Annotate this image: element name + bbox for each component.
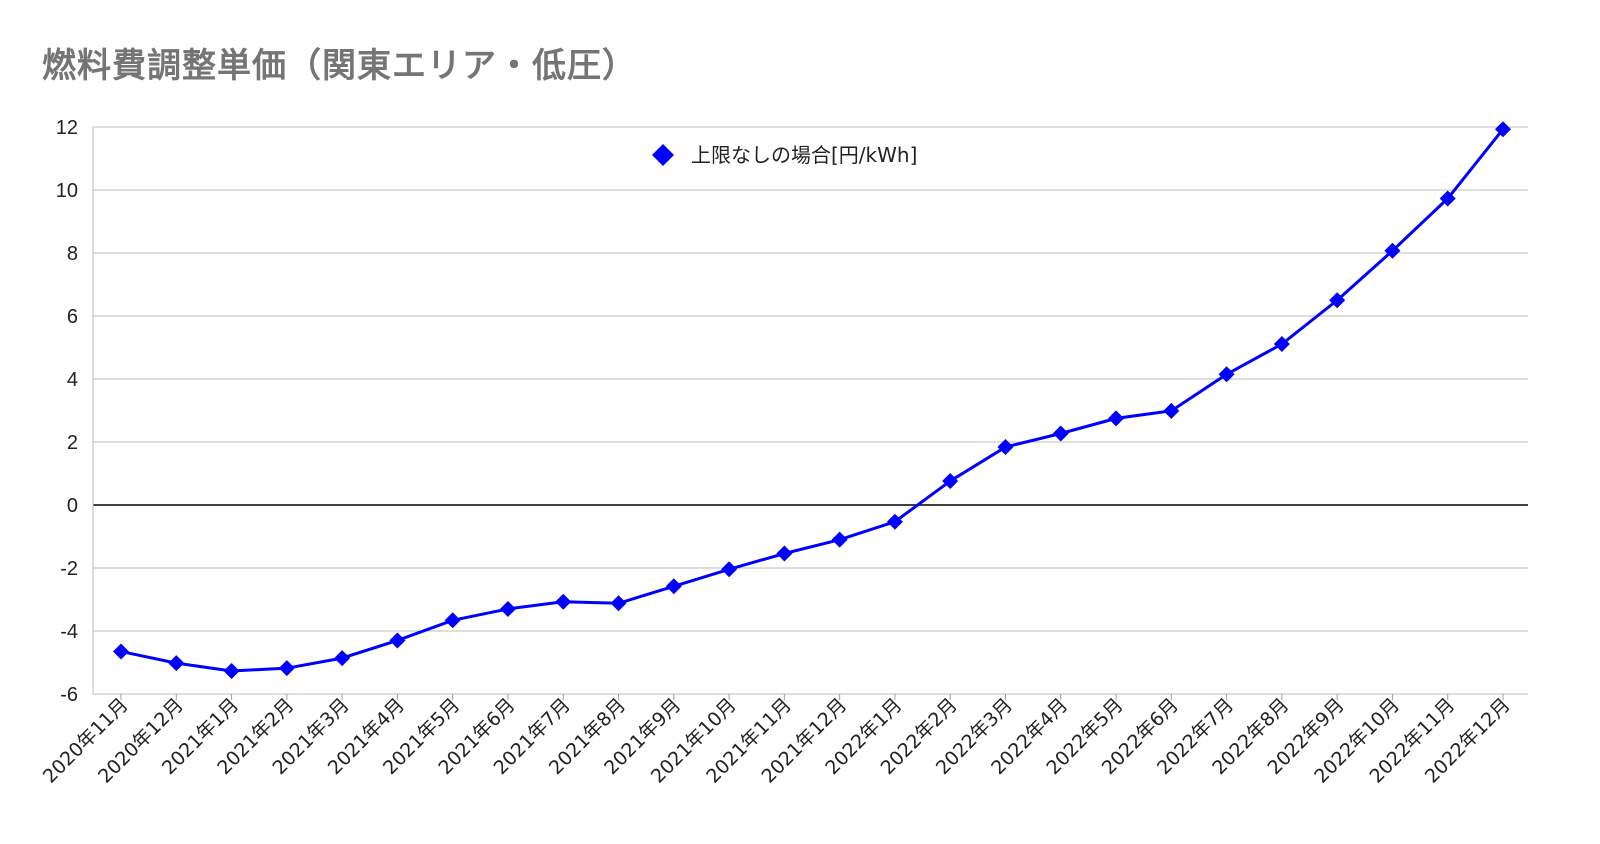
data-point (278, 660, 295, 677)
y-tick-label: 10 (56, 180, 78, 202)
data-point (665, 578, 682, 595)
y-tick-label: -4 (60, 621, 78, 643)
data-point (1163, 402, 1180, 419)
gridlines (92, 126, 1528, 695)
data-point (223, 663, 240, 680)
data-point (1218, 366, 1235, 383)
y-tick-label: 12 (56, 117, 78, 139)
y-axis-ticks: -6 -4 -2 0 2 4 6 8 10 12 (56, 117, 78, 706)
data-point (1384, 242, 1401, 259)
y-tick-label: 0 (67, 495, 78, 517)
series-line (120, 128, 1505, 673)
data-point (997, 439, 1014, 456)
data-point (555, 593, 572, 610)
data-point (499, 600, 516, 617)
series-layer (113, 121, 1511, 680)
y-tick-label: -2 (60, 558, 78, 580)
data-point (113, 643, 129, 660)
data-point (942, 473, 959, 490)
data-point (168, 655, 185, 672)
legend-marker (652, 144, 674, 166)
y-tick-label: 4 (67, 369, 78, 391)
data-point (1108, 410, 1125, 427)
data-point (610, 595, 627, 612)
data-point (831, 531, 848, 548)
data-point (1273, 336, 1290, 353)
data-point (776, 545, 793, 562)
data-point (1495, 121, 1511, 138)
data-point (886, 513, 903, 530)
data-point (444, 612, 461, 629)
data-point (389, 632, 406, 649)
chart-title: 燃料費調整単価（関東エリア・低圧） (42, 46, 637, 86)
x-axis-ticks: 2020年11月2020年12月2021年1月2021年2月2021年3月202… (39, 694, 1515, 788)
y-tick-label: -6 (60, 684, 78, 706)
data-point (334, 650, 351, 667)
data-point (1439, 190, 1456, 207)
data-point (1052, 425, 1069, 442)
y-tick-label: 2 (67, 432, 78, 454)
data-point (1329, 292, 1346, 309)
y-tick-label: 8 (67, 243, 78, 265)
data-point (721, 561, 738, 578)
legend-label: 上限なしの場合[円/kWh] (691, 143, 917, 167)
legend: 上限なしの場合[円/kWh] (652, 143, 917, 167)
y-tick-label: 6 (67, 306, 78, 328)
